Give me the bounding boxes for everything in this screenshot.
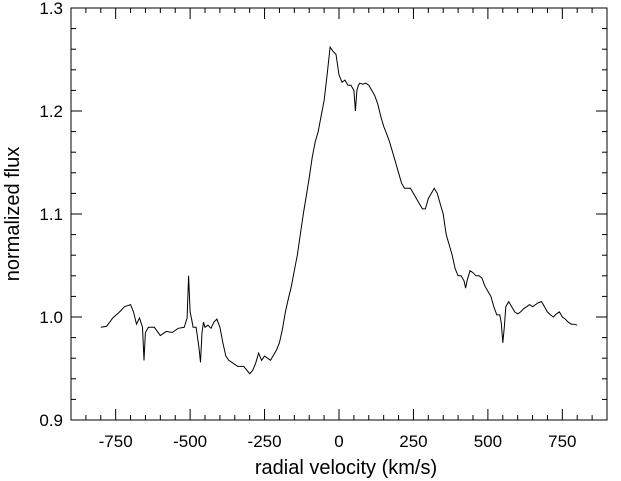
y-tick-labels: 0.9 1.0 1.1 1.2 1.3: [39, 0, 63, 430]
y-tick-label: 1.3: [39, 0, 63, 18]
x-tick-label: 500: [474, 432, 502, 451]
y-axis-label: normalized flux: [2, 147, 24, 282]
x-axis-label: radial velocity (km/s): [255, 457, 437, 479]
x-tick-label: 250: [399, 432, 427, 451]
x-tick-label: -500: [173, 432, 207, 451]
axis-ticks: [71, 7, 607, 421]
y-tick-label: 0.9: [39, 411, 63, 430]
x-tick-label: 750: [548, 432, 576, 451]
x-tick-label: 0: [334, 432, 343, 451]
y-tick-label: 1.0: [39, 308, 63, 327]
x-tick-label: -250: [248, 432, 282, 451]
spectrum-line: [100, 45, 578, 375]
y-tick-label: 1.1: [39, 205, 63, 224]
x-tick-label: -750: [99, 432, 133, 451]
x-tick-labels: -750 -500 -250 0 250 500 750: [99, 432, 577, 451]
y-tick-label: 1.2: [39, 102, 63, 121]
